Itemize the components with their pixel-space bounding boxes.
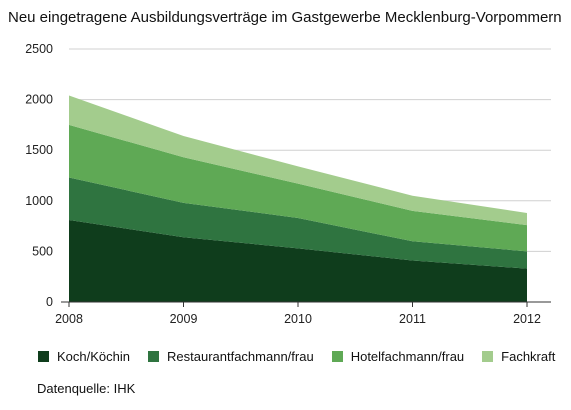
legend: Koch/Köchin Restaurantfachmann/frau Hotelf… (38, 349, 571, 364)
stacked-areas (69, 95, 527, 302)
y-tick-label: 2500 (25, 42, 53, 56)
area-chart: 0 500 1000 1500 2000 2500 2008 2009 2010 2011 201… (25, 42, 551, 326)
legend-label: Restaurantfachmann/frau (167, 349, 314, 364)
legend-item: Hotelfachmann/frau (331, 349, 465, 364)
legend-label: Fachkraft (501, 349, 556, 364)
y-axis-ticks: 0 500 1000 1500 2000 2500 (25, 42, 53, 309)
area-restaurantfachmann-frau (69, 177, 527, 269)
area-fachkraft (69, 95, 527, 226)
x-tick-label: 2011 (399, 312, 426, 326)
legend-label: Koch/Köchin (57, 349, 130, 364)
legend-swatch (482, 351, 494, 362)
x-tick-label: 2010 (284, 312, 312, 326)
legend-swatch (148, 351, 159, 362)
y-tick-label: 0 (46, 295, 53, 309)
data-source: Datenquelle: IHK (37, 381, 136, 396)
legend-label: Hotelfachmann/frau (350, 349, 465, 364)
legend-item: Fachkraft (482, 349, 555, 364)
x-tick-label: 2009 (170, 312, 198, 326)
x-tick-label: 2012 (513, 312, 541, 326)
area-hotelfachmann-frau (69, 124, 527, 252)
legend-swatch (38, 351, 49, 362)
legend-swatch (331, 351, 343, 362)
y-tick-label: 1000 (25, 194, 53, 208)
y-tick-label: 1500 (25, 143, 53, 157)
x-tick-label: 2008 (55, 312, 83, 326)
legend-item: Restaurantfachmann/frau (148, 349, 314, 364)
y-tick-label: 500 (32, 244, 53, 258)
x-axis-ticks: 2008 2009 2010 2011 2012 (55, 302, 541, 326)
y-tick-label: 2000 (25, 93, 53, 107)
chart-title: Neu eingetragene Ausbildungsverträge im … (8, 9, 562, 26)
legend-item: Koch/Köchin (38, 349, 130, 364)
area-koch-k-chin (69, 220, 527, 302)
